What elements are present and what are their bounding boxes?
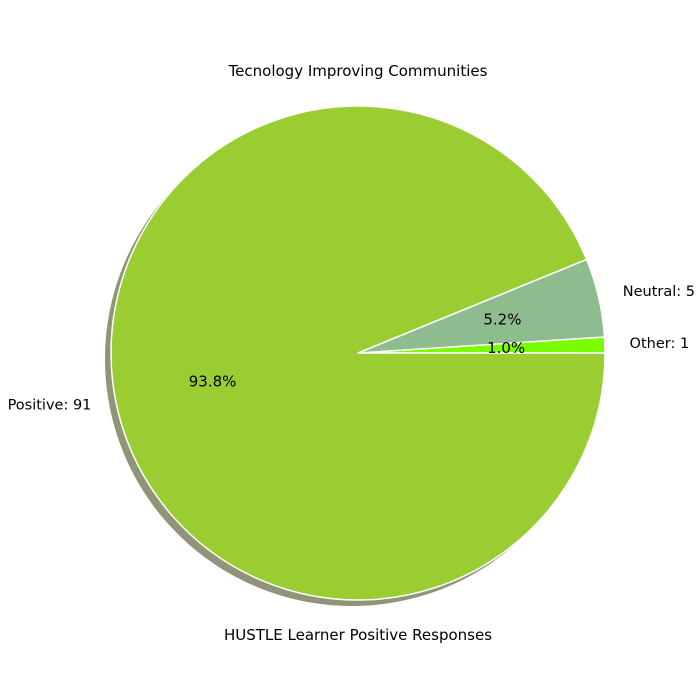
slice-label-neutral: Neutral: 5 <box>623 284 695 300</box>
pie-slices <box>110 105 606 601</box>
pie-labels: Other: 1 1.0% Neutral: 5 5.2% Positive: 91 93… <box>8 284 695 414</box>
x-axis-label: HUSTLE Learner Positive Responses <box>224 626 492 644</box>
slice-percent-other: 1.0% <box>487 339 525 357</box>
pie-slice-positive <box>110 105 606 601</box>
slice-percent-positive: 93.8% <box>189 373 237 391</box>
chart-title: Tecnology Improving Communities <box>228 62 488 80</box>
slice-percent-neutral: 5.2% <box>483 311 521 329</box>
slice-label-positive: Positive: 91 <box>8 397 92 413</box>
slice-label-other: Other: 1 <box>630 336 690 352</box>
